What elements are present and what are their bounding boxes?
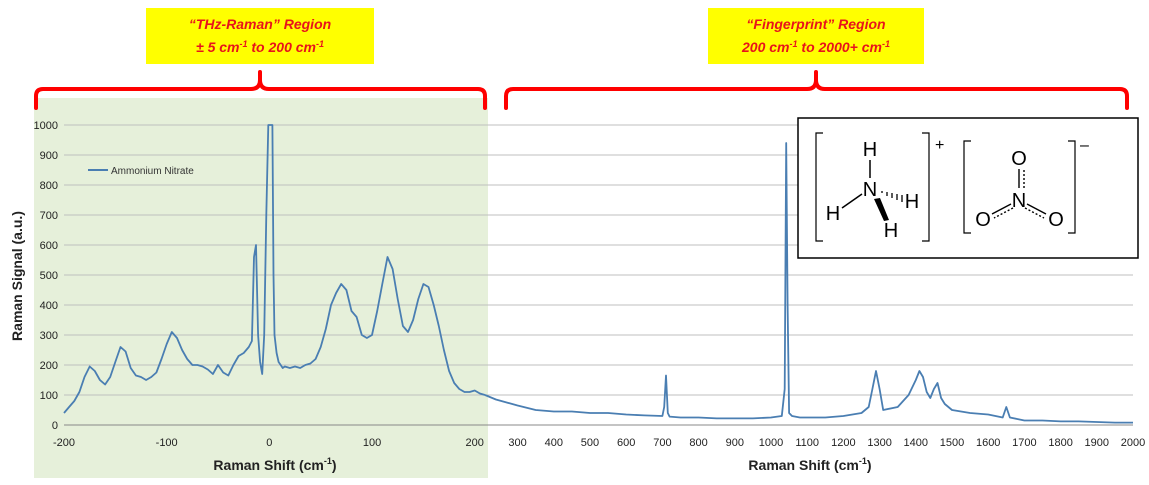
x-tick-label: 1500	[940, 437, 964, 449]
fingerprint-callout-box	[708, 8, 924, 64]
x-tick-label: -100	[156, 437, 178, 449]
x-tick-label: 1800	[1048, 437, 1072, 449]
x-tick-label: 1100	[795, 437, 819, 449]
x-tick-label: 800	[689, 437, 707, 449]
legend-label: Ammonium Nitrate	[111, 166, 194, 177]
x-tick-label: 2000	[1121, 437, 1145, 449]
series-line-fingerprint	[484, 142, 1133, 424]
ammonium-nitrate-structure: + N H H H H – N O O O	[797, 117, 1139, 259]
x-axis-label-right: Raman Shift (cm-1)	[748, 456, 871, 473]
anion-charge: –	[1080, 137, 1089, 154]
thz-callout-box	[146, 8, 374, 64]
anion-bracket-left	[963, 140, 971, 234]
y-tick-label: 800	[40, 180, 58, 192]
anion-o-left: O	[975, 209, 991, 231]
y-tick-label: 100	[40, 390, 58, 402]
y-tick-label: 200	[40, 360, 58, 372]
x-tick-label: 1900	[1085, 437, 1109, 449]
x-tick-label: 300	[508, 437, 526, 449]
cation-h-left: H	[826, 203, 840, 225]
y-tick-label: 600	[40, 240, 58, 252]
y-tick-label: 900	[40, 150, 58, 162]
x-tick-label: -200	[53, 437, 75, 449]
series-line-thz	[63, 124, 486, 414]
y-tick-label: 700	[40, 210, 58, 222]
legend: Ammonium Nitrate	[88, 166, 194, 177]
x-tick-label: 0	[266, 437, 272, 449]
thz-callout-line1: “THz-Raman” Region	[189, 16, 331, 32]
x-tick-label: 900	[726, 437, 744, 449]
series-lines	[63, 124, 1133, 424]
cation-h-top: H	[863, 139, 877, 161]
cation-charge: +	[935, 137, 944, 154]
bond-n-h-left	[841, 193, 863, 209]
x-tick-label: 1200	[831, 437, 855, 449]
fingerprint-region-bracket	[504, 70, 1129, 110]
fingerprint-region-callout: “Fingerprint” Region 200 cm-1 to 2000+ c…	[708, 8, 924, 64]
x-tick-label: 100	[363, 437, 381, 449]
x-tick-label: 500	[581, 437, 599, 449]
x-tick-label: 1000	[759, 437, 783, 449]
x-axis-label-left: Raman Shift (cm-1)	[213, 456, 336, 473]
x-tick-label: 1600	[976, 437, 1000, 449]
y-tick-label: 1000	[34, 120, 58, 132]
thz-region-background	[34, 98, 488, 478]
x-tick-label: 700	[653, 437, 671, 449]
anion-o-top: O	[1011, 148, 1027, 170]
y-tick-label: 0	[52, 420, 58, 432]
cation-h-bottom: H	[884, 220, 898, 242]
cation-h-right: H	[905, 191, 919, 213]
y-tick-label: 400	[40, 300, 58, 312]
anion-bonds	[991, 169, 1047, 219]
y-axis-label: Raman Signal (a.u.)	[9, 211, 25, 341]
cation-bracket-left	[815, 132, 823, 242]
y-tick-label: 500	[40, 270, 58, 282]
x-tick-label: 1300	[867, 437, 891, 449]
anion-o-right: O	[1048, 209, 1064, 231]
fingerprint-callout-line1: “Fingerprint” Region	[746, 16, 885, 32]
x-tick-label: 400	[545, 437, 563, 449]
x-tick-label: 600	[617, 437, 635, 449]
cation-n-atom: N	[863, 179, 877, 201]
thz-region-bracket	[34, 70, 487, 110]
x-tick-label: 200	[466, 437, 484, 449]
thz-callout-line2: ± 5 cm-1 to 200 cm-1	[196, 39, 324, 55]
x-tick-label: 1700	[1012, 437, 1036, 449]
bond-n-h-bottom-wedge	[874, 198, 889, 221]
anion-n-atom: N	[1012, 190, 1026, 212]
y-tick-label: 300	[40, 330, 58, 342]
anion-bracket-right	[1068, 140, 1076, 234]
thz-region-callout: “THz-Raman” Region ± 5 cm-1 to 200 cm-1	[146, 8, 374, 64]
x-tick-label: 1400	[904, 437, 928, 449]
fingerprint-callout-line2: 200 cm-1 to 2000+ cm-1	[741, 39, 890, 55]
bond-n-h-right-hashed	[881, 191, 903, 202]
cation-bracket-right	[922, 132, 930, 242]
